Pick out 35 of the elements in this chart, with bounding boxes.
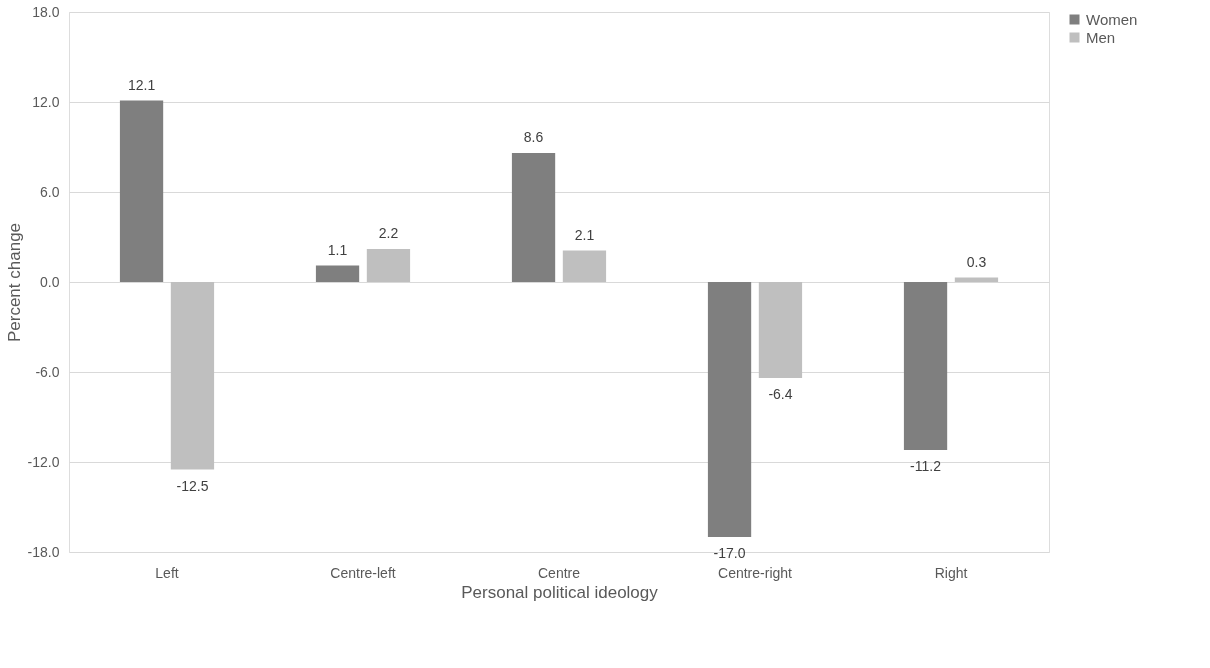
y-tick-label: -6.0 [35,363,60,380]
x-tick-label: Right [934,564,968,581]
bar [707,282,752,537]
bar [170,282,215,470]
data-label: 2.2 [378,225,399,241]
y-tick-label: -18.0 [27,543,60,560]
x-axis-title: Personal political ideology [461,582,659,602]
y-tick-label: 12.0 [32,93,60,110]
bar [511,153,556,282]
legend-label: Women [1086,10,1138,28]
bar [315,265,360,282]
legend-label: Men [1086,28,1116,46]
y-tick-label: 6.0 [40,183,60,200]
bar [758,282,803,378]
data-label: 12.1 [127,76,156,93]
data-label: -11.2 [910,458,942,474]
x-tick-label: Left [155,564,179,581]
data-label: -6.4 [768,386,793,402]
x-tick-label: Centre-right [718,564,793,581]
bar [903,282,948,450]
y-tick-label: 18.0 [32,3,60,20]
data-label: -17.0 [713,545,746,561]
bar [119,100,164,282]
y-tick-label: 0.0 [40,273,60,290]
data-label: -12.5 [176,477,209,494]
bar [562,250,607,282]
data-label: 1.1 [327,241,348,258]
data-label: 8.6 [523,129,544,145]
x-tick-label: Centre-left [330,564,396,581]
x-tick-label: Centre [537,564,581,581]
data-label: 0.3 [966,253,987,270]
data-label: 2.1 [574,226,595,243]
y-tick-label: -12.0 [27,453,60,470]
y-axis-title: Percent change [4,222,24,343]
bar [366,249,411,282]
